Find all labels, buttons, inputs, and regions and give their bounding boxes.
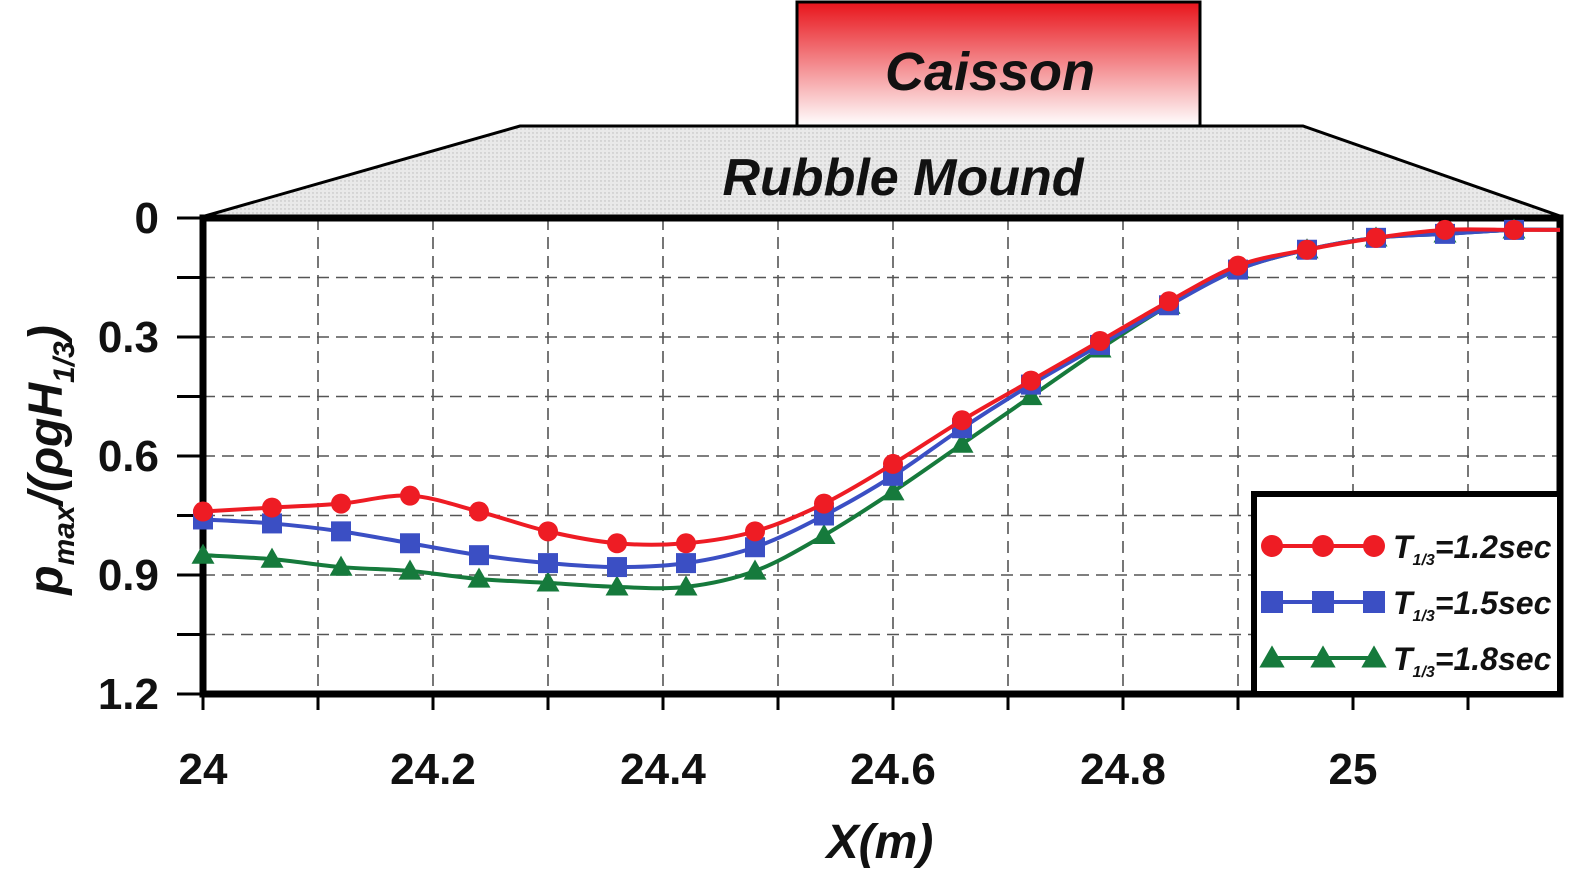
x-tick-label: 24.8	[1080, 745, 1166, 794]
data-point	[1366, 227, 1386, 248]
legend-marker	[1312, 591, 1334, 613]
data-point	[260, 547, 284, 568]
legend-marker	[1261, 535, 1283, 557]
data-point	[467, 567, 491, 588]
data-point	[745, 537, 765, 558]
plot-area: 24 24.2 24.4 24.6 24.8 25 0 0.3 0.6 0.9 1.2	[98, 194, 1564, 794]
data-point	[469, 545, 489, 566]
legend-marker	[1361, 645, 1387, 668]
caisson-label: Caisson	[885, 42, 1095, 102]
data-point	[400, 533, 420, 554]
data-point	[1297, 239, 1317, 260]
structure-diagram: Caisson Rubble Mound	[204, 0, 1561, 218]
data-point	[262, 497, 282, 518]
legend-label: T1/3=1.5sec	[1393, 585, 1552, 625]
data-point	[1159, 291, 1179, 312]
series-layer	[191, 218, 1561, 596]
data-point	[1019, 385, 1043, 406]
legend-marker	[1261, 591, 1283, 613]
x-axis: 24 24.2 24.4 24.6 24.8 25	[179, 694, 1470, 794]
data-point	[331, 493, 351, 514]
data-point	[883, 453, 903, 474]
data-point	[536, 571, 560, 592]
y-axis: 0 0.3 0.6 0.9 1.2	[98, 194, 203, 719]
data-point	[538, 553, 558, 574]
legend-entry: T1/3=1.2sec	[1261, 529, 1552, 569]
y-tick-label: 0	[135, 194, 159, 243]
data-point	[1090, 330, 1110, 351]
data-point	[331, 521, 351, 542]
legend-marker	[1363, 535, 1385, 557]
data-point	[262, 513, 282, 534]
data-point	[469, 501, 489, 522]
legend-marker	[1363, 591, 1385, 613]
data-point	[676, 553, 696, 574]
data-point	[1228, 255, 1248, 276]
x-tick-label: 24.2	[390, 745, 476, 794]
x-tick-label: 24	[179, 745, 228, 794]
legend: T1/3=1.2sec T1/3=1.5sec T1/3=1.8sec	[1251, 491, 1563, 697]
y-tick-label: 0.3	[98, 313, 159, 362]
data-point	[1435, 219, 1455, 240]
data-point	[743, 559, 767, 580]
legend-entry: T1/3=1.8sec	[1259, 641, 1552, 681]
legend-entry: T1/3=1.5sec	[1261, 585, 1552, 625]
y-axis-title-tail: )	[20, 325, 73, 346]
data-point	[745, 521, 765, 542]
data-point	[674, 575, 698, 596]
data-point	[1021, 370, 1041, 391]
y-axis-title-base: p	[20, 565, 73, 596]
y-tick-label: 1.2	[98, 670, 159, 719]
data-point	[1504, 219, 1524, 240]
x-tick-label: 24.6	[850, 745, 936, 794]
data-point	[605, 575, 629, 596]
x-tick-label: 25	[1329, 745, 1378, 794]
data-point	[607, 533, 627, 554]
y-tick-label: 0.6	[98, 432, 159, 481]
data-point	[398, 559, 422, 580]
legend-box	[1251, 491, 1563, 697]
data-point	[329, 555, 353, 576]
y-tick-label: 0.9	[98, 551, 159, 600]
legend-marker	[1310, 645, 1336, 668]
data-point	[881, 480, 905, 501]
legend-label: T1/3=1.8sec	[1393, 641, 1552, 681]
y-axis-title: pmax/(ρgH1/3)	[20, 325, 81, 596]
caisson-block	[795, 0, 1202, 128]
data-point	[191, 543, 215, 564]
y-axis-title-mid: /(ρgH	[20, 382, 73, 508]
data-point	[950, 432, 974, 453]
data-point	[607, 557, 627, 578]
legend-marker	[1312, 535, 1334, 557]
data-point	[676, 533, 696, 554]
y-axis-title-mid-sub: 1/3	[48, 341, 81, 383]
series-circle	[193, 219, 1560, 554]
legend-label: T1/3=1.2sec	[1393, 529, 1552, 569]
legend-marker	[1259, 645, 1285, 668]
data-point	[538, 521, 558, 542]
data-point	[400, 485, 420, 506]
y-axis-title-base-sub: max	[48, 504, 81, 565]
rubble-mound-label: Rubble Mound	[722, 149, 1084, 207]
data-point	[814, 493, 834, 514]
x-tick-label: 24.4	[620, 745, 706, 794]
data-point	[812, 523, 836, 544]
data-point	[193, 501, 213, 522]
x-axis-title: X(m)	[824, 816, 934, 869]
data-point	[952, 410, 972, 431]
